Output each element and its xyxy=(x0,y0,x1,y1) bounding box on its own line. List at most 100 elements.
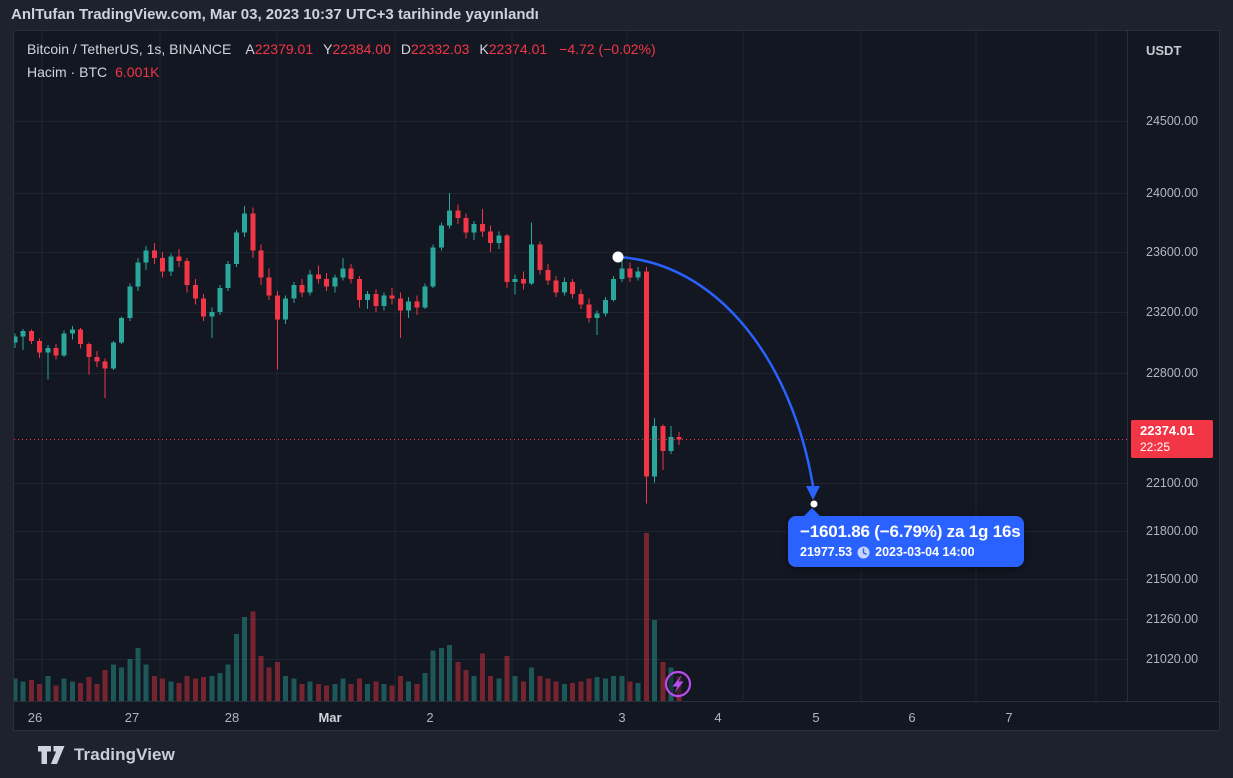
price-pane[interactable]: Bitcoin / TetherUS, 1s, BINANCE A22379.0… xyxy=(14,31,1127,701)
candle-body xyxy=(602,300,608,314)
volume-bar xyxy=(635,682,641,701)
volume-bar xyxy=(602,678,608,701)
candle-body xyxy=(168,256,174,272)
price-tick-label: 21800.00 xyxy=(1146,523,1199,538)
candle-body xyxy=(537,244,543,270)
time-tick-label: Mar xyxy=(318,710,342,725)
volume-bar xyxy=(479,653,485,701)
candle-body xyxy=(455,210,461,218)
candle-body xyxy=(28,331,34,341)
candle-body xyxy=(381,295,387,307)
candle-body xyxy=(348,268,354,279)
price-tick-label: 24500.00 xyxy=(1146,113,1199,128)
volume-bar xyxy=(37,684,43,701)
measure-datetime: 2023-03-04 14:00 xyxy=(875,545,975,559)
candle-body xyxy=(143,250,149,263)
time-tick-label: 5 xyxy=(812,710,820,725)
volume-bar xyxy=(340,678,346,701)
last-price-value: 22374.01 xyxy=(1140,423,1195,439)
candle-body xyxy=(184,260,190,285)
candle-body xyxy=(652,425,658,477)
candle-body xyxy=(20,331,26,337)
volume-bar xyxy=(315,684,321,701)
volume-bar xyxy=(307,681,313,701)
symbol-title[interactable]: Bitcoin / TetherUS, 1s, BINANCE xyxy=(27,41,232,57)
candle-body xyxy=(307,274,313,293)
candle-body xyxy=(135,262,141,287)
tradingview-logo-icon[interactable] xyxy=(38,745,65,764)
candle-body xyxy=(496,235,502,244)
candle-body xyxy=(14,336,18,343)
volume-bar xyxy=(348,684,354,701)
volume-bar xyxy=(45,675,51,701)
volume-bar xyxy=(471,675,477,701)
volume-bar xyxy=(488,675,494,701)
tradingview-logo-text[interactable]: TradingView xyxy=(74,744,175,764)
volume-bar xyxy=(209,675,215,701)
volume-bar xyxy=(455,661,461,701)
candle-body xyxy=(365,293,371,301)
volume-bar xyxy=(168,681,174,701)
candle-body xyxy=(332,277,338,287)
candle-body xyxy=(479,223,485,232)
candle-body xyxy=(406,301,412,311)
candle-body xyxy=(233,232,239,264)
measure-change-text: −1601.86 (−6.79%) za 1g 16s xyxy=(800,522,1021,541)
volume-bar xyxy=(283,675,289,701)
candle-body xyxy=(488,231,494,244)
volume-bar xyxy=(414,684,420,701)
volume-bar xyxy=(299,684,305,701)
volume-bar xyxy=(537,675,543,701)
ohlc-high: Y22384.00 xyxy=(323,41,391,57)
candle-body xyxy=(151,250,157,259)
price-axis[interactable]: USDT 24500.00 24000.00 23600.00 23200.00 228… xyxy=(1127,31,1219,701)
volume-bar xyxy=(594,677,600,701)
candle-body xyxy=(315,274,321,279)
chart-frame: Bitcoin / TetherUS, 1s, BINANCE A22379.0… xyxy=(13,30,1220,731)
candle-body xyxy=(504,235,510,282)
time-axis[interactable]: 26 27 28 Mar 2 3 4 5 6 7 xyxy=(14,701,1219,730)
volume-bar xyxy=(578,681,584,701)
volume-bar xyxy=(520,681,526,701)
measure-end-dot xyxy=(810,500,818,508)
bar-countdown: 22:25 xyxy=(1140,440,1171,455)
volume-bar xyxy=(570,682,576,701)
publish-bar: AnlTufan TradingView.com, Mar 03, 2023 1… xyxy=(0,0,1233,30)
volume-bar xyxy=(69,681,75,701)
candle-body xyxy=(430,247,436,287)
time-tick-label: 26 xyxy=(27,710,43,725)
volume-bar xyxy=(381,684,387,701)
lightning-alert-icon[interactable] xyxy=(664,670,692,698)
candle-body xyxy=(356,278,362,301)
price-tick-label: 22800.00 xyxy=(1146,366,1199,381)
volume-bar xyxy=(143,664,149,701)
candle-body xyxy=(594,313,600,319)
candle-body xyxy=(414,301,420,308)
candle-body xyxy=(53,347,59,356)
measure-arrowhead xyxy=(806,486,820,500)
candle-body xyxy=(611,278,617,301)
volume-bar xyxy=(553,681,559,701)
time-tick-label: 7 xyxy=(1005,710,1013,725)
candle-body xyxy=(397,298,403,311)
volume-bar xyxy=(184,675,190,701)
volume-bar xyxy=(160,678,166,701)
volume-bar xyxy=(389,685,395,701)
price-tick-label: 21020.00 xyxy=(1146,651,1199,666)
time-tick-label: 28 xyxy=(224,710,240,725)
volume-bar xyxy=(233,633,239,701)
change-value: −4.72 (−0.02%) xyxy=(559,41,656,57)
candle-body xyxy=(69,329,75,334)
volume-bar xyxy=(53,685,59,701)
candle-body xyxy=(102,361,108,369)
volume-bar xyxy=(332,684,338,701)
candle-body xyxy=(299,284,305,293)
volume-bar xyxy=(94,684,100,701)
candle-body xyxy=(627,268,633,278)
candle-body xyxy=(676,436,682,440)
candle-body xyxy=(242,213,248,233)
candlestick-chart[interactable] xyxy=(14,31,1127,701)
volume-bar xyxy=(586,678,592,701)
volume-bar xyxy=(529,667,535,701)
candle-body xyxy=(127,286,133,319)
